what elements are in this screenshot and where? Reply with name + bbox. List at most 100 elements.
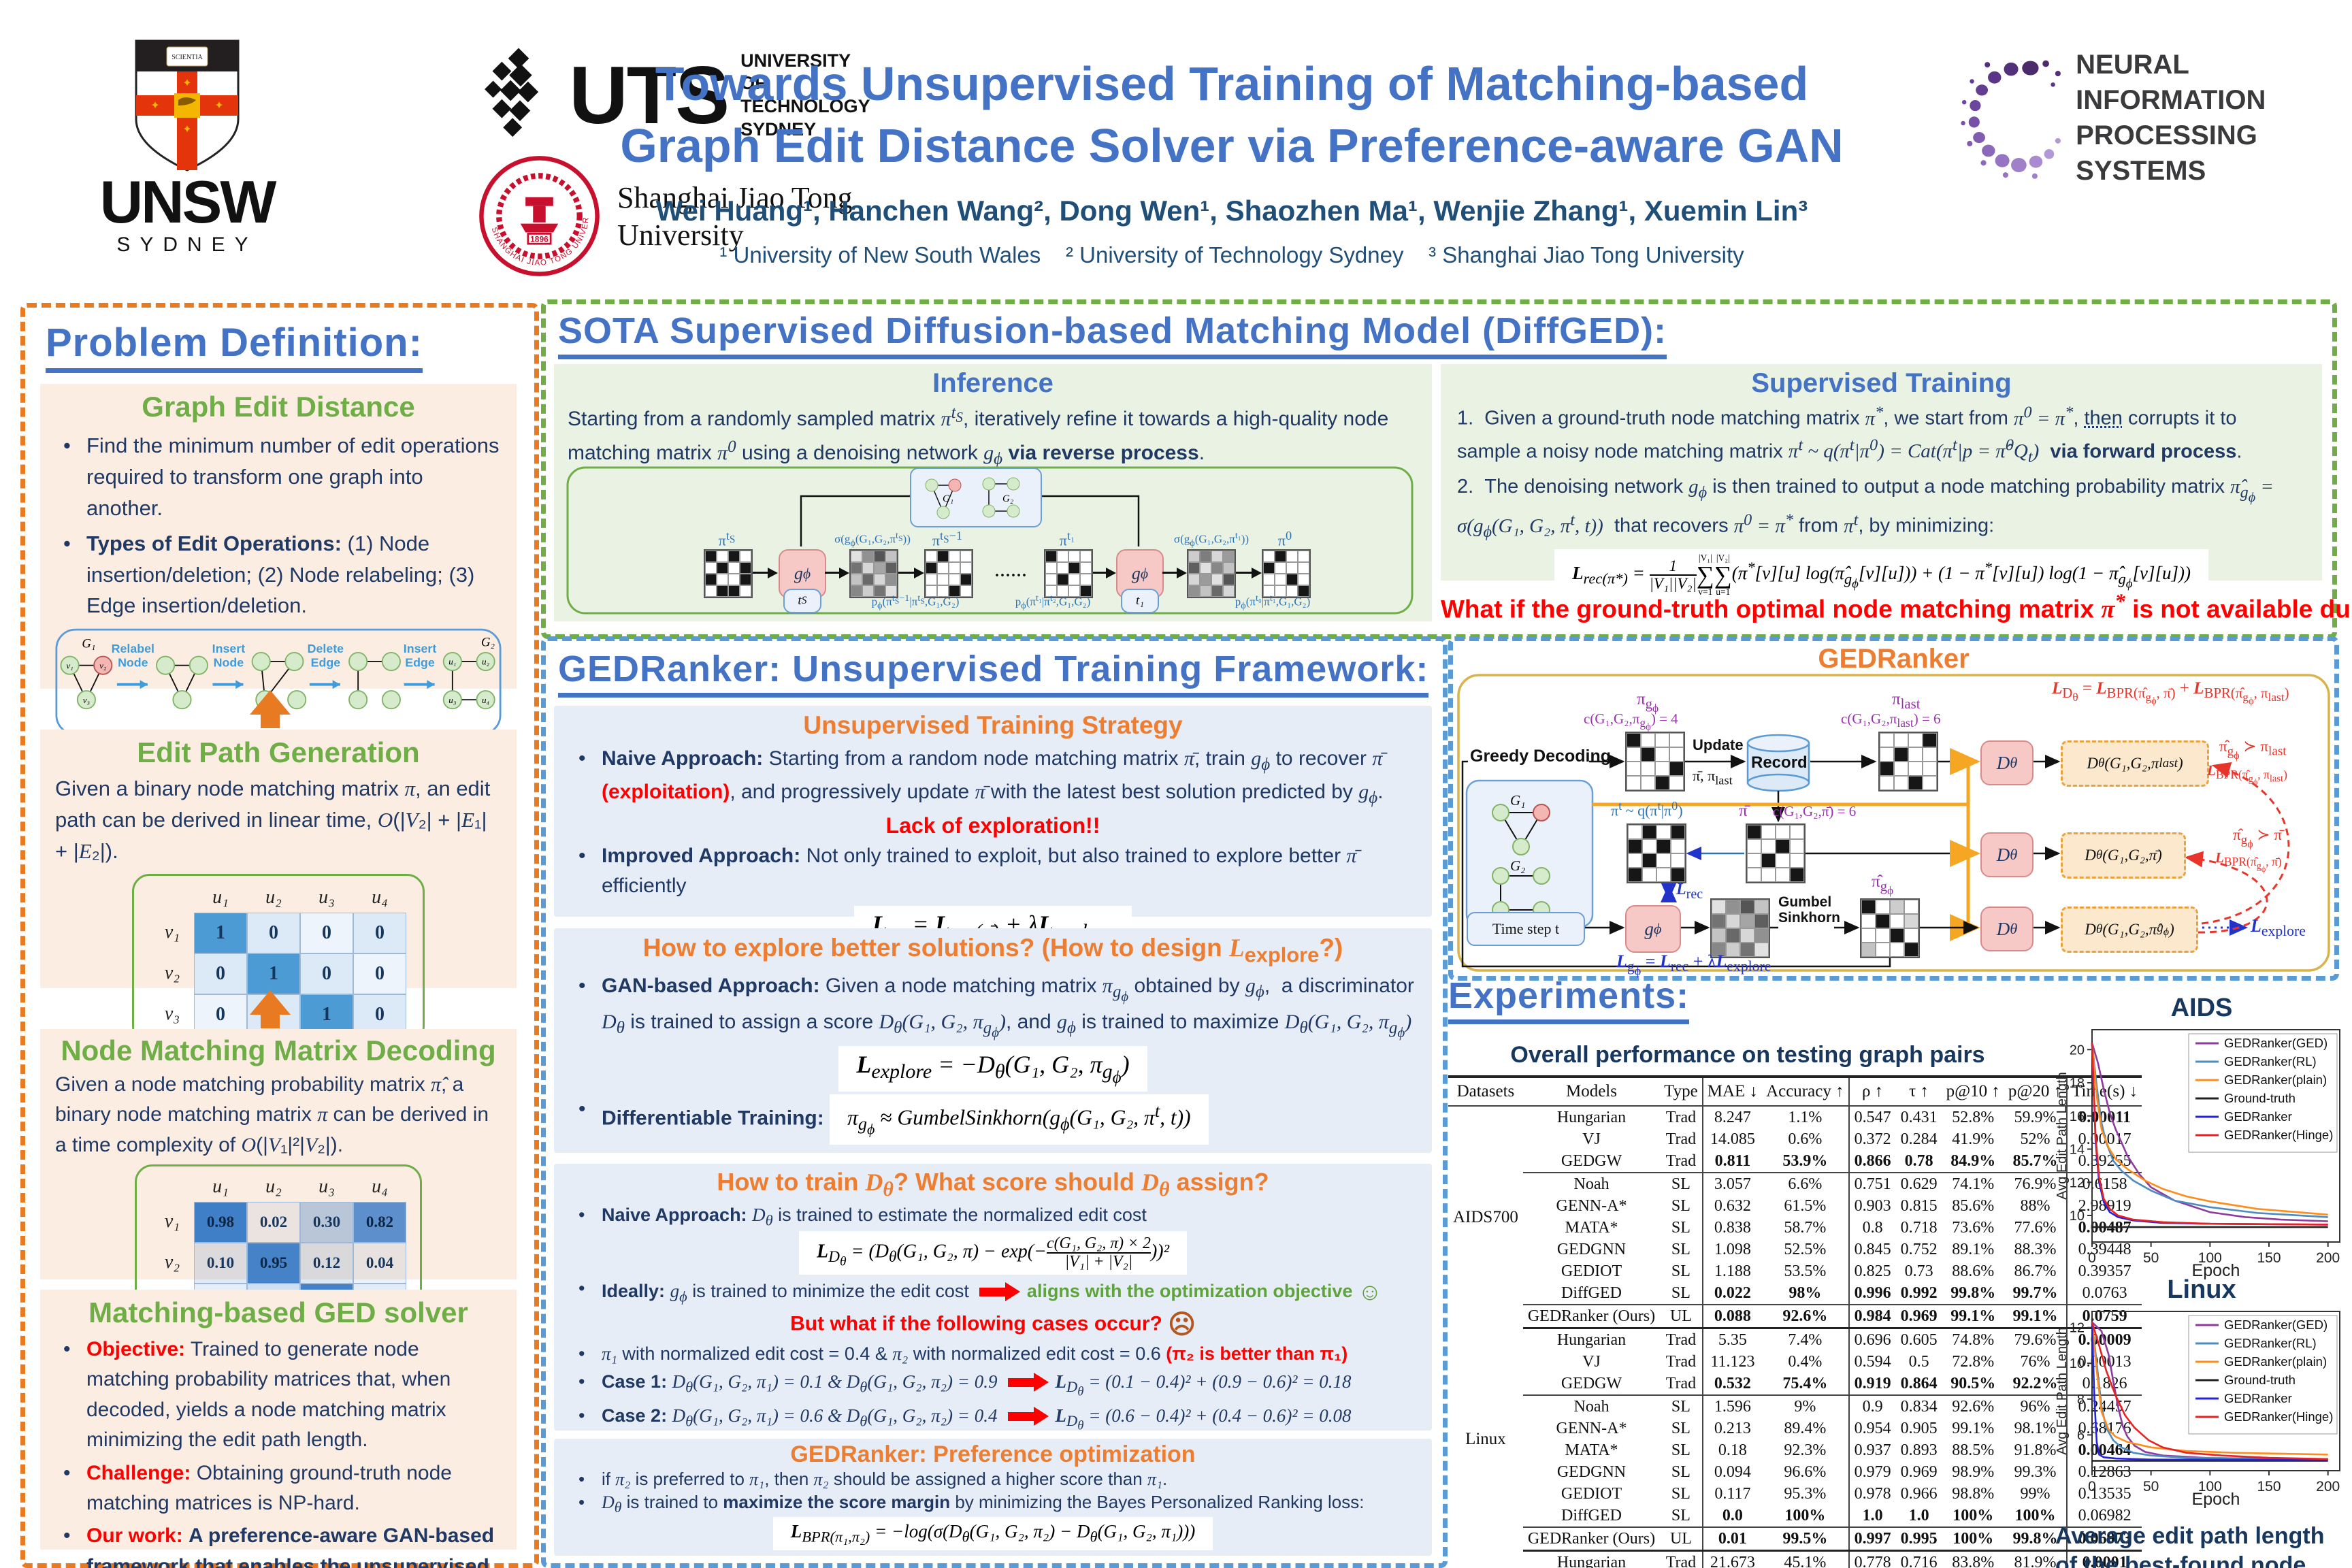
matrix-cell xyxy=(1068,574,1080,585)
matrix-cell xyxy=(1275,562,1286,574)
legend-label: GEDRanker(Hinge) xyxy=(2224,1409,2333,1424)
matrix-cell xyxy=(885,562,897,574)
matrix-cell xyxy=(1188,562,1200,574)
matrix-gray xyxy=(1710,898,1770,958)
table-cell: 88% xyxy=(2020,1196,2051,1215)
table-cell: 0.594 xyxy=(1848,1351,1896,1373)
table-cell: Hungarian xyxy=(1556,1108,1627,1126)
matrix-cell xyxy=(1627,733,1641,747)
matrix-cell xyxy=(1286,585,1298,597)
table-cell: 74.1% xyxy=(1952,1175,1995,1193)
matrix-cell xyxy=(1908,762,1923,776)
table-column-header: p@10 ↑ xyxy=(1942,1075,2004,1107)
arrow xyxy=(825,567,849,578)
neurips-line2: PROCESSING SYSTEMS xyxy=(2076,120,2257,186)
step-label: Node xyxy=(214,656,244,670)
table-cell: 88.3% xyxy=(2014,1240,2057,1258)
matrix-cell xyxy=(717,585,728,597)
matrix-header: v₃ xyxy=(164,1002,180,1024)
x-tick-label: 100 xyxy=(2198,1250,2222,1266)
table-cell: SL xyxy=(1671,1463,1690,1481)
svg-text:✦: ✦ xyxy=(214,100,223,112)
matrix-cell xyxy=(1876,914,1890,928)
matrix-cell xyxy=(740,551,751,562)
matrix-cell xyxy=(885,585,897,597)
matrix-cell xyxy=(1671,825,1685,839)
strategy-title: Unsupervised Training Strategy xyxy=(803,711,1183,739)
pibar-label: π̄ xyxy=(1739,802,1748,820)
legend-label: GEDRanker(RL) xyxy=(2224,1054,2317,1068)
epg-text: Given a binary node matching matrix π, a… xyxy=(55,777,491,863)
sigma2-label: σ(gϕ(G₁,G₂,πt₁)) xyxy=(1173,530,1250,549)
arrow xyxy=(1093,567,1116,578)
table-cell: 0.39255 xyxy=(2066,1150,2142,1173)
pibar-cost-label: c(G₁,G₂,π̄) = 6 xyxy=(1773,803,1857,819)
table-cell: 98% xyxy=(1762,1282,1849,1305)
matrix-cell xyxy=(740,574,751,585)
uts-wordmark: UTS xyxy=(569,50,730,141)
matrix-cell xyxy=(1057,562,1068,574)
x-tick-label: 200 xyxy=(2316,1250,2340,1266)
matrix-cell xyxy=(705,551,717,562)
table-cell: 99.1% xyxy=(1952,1419,1995,1437)
matrix-value-cell: 0 xyxy=(194,953,247,994)
matrix-cell xyxy=(1876,900,1890,914)
table-column-header: ρ ↑ xyxy=(1848,1075,1896,1107)
pit1-label: πt₁ xyxy=(1059,529,1075,549)
table-column-header: Datasets xyxy=(1448,1075,1523,1107)
matrix-cell xyxy=(1045,585,1057,597)
matrix-cell xyxy=(705,574,717,585)
matrix-cell xyxy=(937,562,949,574)
table-cell: 0.00011 xyxy=(2066,1106,2142,1128)
table-cell: 0.431 xyxy=(1900,1108,1938,1126)
table-cell: 79.6% xyxy=(2014,1330,2057,1349)
table-cell: 0.718 xyxy=(1900,1218,1938,1237)
pig-label: πgϕ xyxy=(1637,690,1659,715)
framework-section: GEDRanker: Unsupervised Training Framewo… xyxy=(541,636,1448,1568)
matrix-cell xyxy=(862,551,874,562)
matrix-cell xyxy=(1068,551,1080,562)
matrix-cell xyxy=(1656,853,1671,868)
matrix-cell xyxy=(1628,825,1642,839)
training-item-2: 2. The denoising network gϕ is then trai… xyxy=(1457,475,2274,541)
table-cell: SL xyxy=(1671,1419,1690,1437)
affiliation-2: ² University of Technology Sydney xyxy=(1065,242,1404,267)
matrix-cell xyxy=(1923,762,1937,776)
strategy-box: Unsupervised Training Strategy Naive App… xyxy=(554,706,1432,951)
matrix-value-cell: 0 xyxy=(194,994,247,1035)
x-tick-label: 100 xyxy=(2198,1479,2222,1494)
table-cell: GEDRanker (Ours) xyxy=(1522,1527,1661,1552)
up-arrow-1 xyxy=(250,690,291,728)
unsw-sub: SYDNEY xyxy=(116,233,258,256)
table-cell: Hungarian xyxy=(1556,1330,1627,1349)
diagram-canvas xyxy=(1457,674,2330,972)
matrix-cell xyxy=(851,562,862,574)
matrix-pi-0 xyxy=(1262,549,1311,598)
explore-formula: Lexplore = −Dθ(G₁, G₂, πgϕ) xyxy=(838,1046,1147,1092)
sota-section: SOTA Supervised Diffusion-based Matching… xyxy=(541,299,2352,639)
title-block: Towards Unsupervised Training of Matchin… xyxy=(565,53,1899,268)
ideally-line: Ideally: gϕ is trained to minimize the e… xyxy=(570,1276,1416,1308)
matrix-value-cell: 0 xyxy=(300,912,353,953)
table-cell: GEDGW xyxy=(1522,1150,1661,1173)
l-rec-label: Lrec xyxy=(1676,881,1703,902)
sjtu-line1: Shanghai Jiao Tong xyxy=(617,180,853,214)
table-cell: Trad xyxy=(1665,1352,1697,1371)
table-cell: 83.8% xyxy=(1952,1553,1995,1568)
matrix-header: u₄ xyxy=(372,886,388,908)
matrix-cell xyxy=(862,585,874,597)
step-label: Insert xyxy=(212,642,246,655)
solver-bullet-1: Objective: Trained to generate node matc… xyxy=(55,1335,502,1456)
matrix-cell xyxy=(1641,776,1655,790)
matrix-value-cell: 0 xyxy=(300,953,353,994)
table-column-header: p@20 ↑ xyxy=(2004,1075,2068,1107)
table-cell: GEDIOT xyxy=(1561,1262,1622,1280)
matrix-cell xyxy=(705,585,717,597)
matrix-cell xyxy=(960,585,972,597)
matrix-cell xyxy=(1286,562,1298,574)
table-cell: 0.0759 xyxy=(2066,1305,2142,1329)
matrix-cell xyxy=(717,562,728,574)
table-cell: 61.5% xyxy=(1784,1196,1827,1215)
svg-text:✦: ✦ xyxy=(182,78,191,89)
